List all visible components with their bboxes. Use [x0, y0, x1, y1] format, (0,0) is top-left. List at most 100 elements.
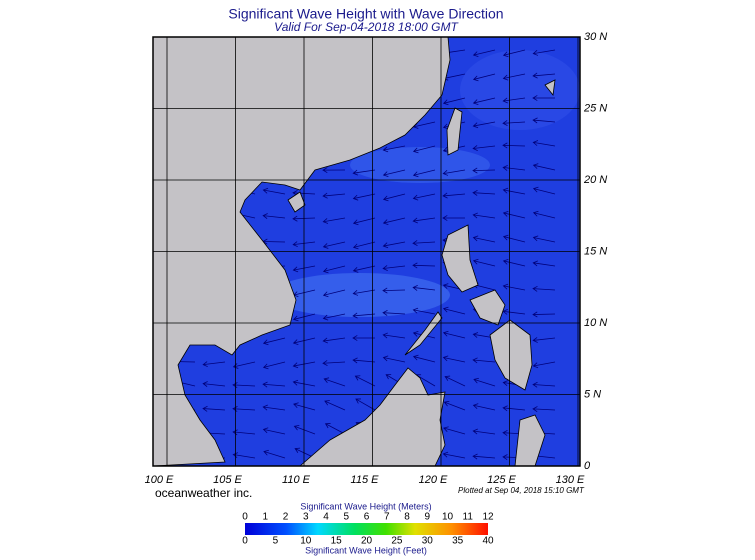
arrow [382, 332, 406, 339]
arrow [502, 97, 526, 104]
arrow [352, 193, 376, 201]
colorbar-tick-label: 0 [242, 512, 248, 523]
arrow [502, 405, 526, 412]
arrow [322, 265, 346, 274]
arrow [352, 357, 376, 364]
arrow [472, 428, 496, 435]
colorbar-tick-label: 5 [343, 512, 349, 523]
arrow [532, 117, 556, 124]
arrow [382, 241, 406, 249]
arrow [322, 192, 346, 199]
arrow [473, 377, 496, 387]
arrow [502, 142, 526, 149]
colorbar-tick-label: 8 [404, 512, 410, 523]
arrow [532, 311, 556, 318]
arrow [532, 381, 556, 388]
arrow [442, 169, 466, 176]
lon-tick-label: 100 E [145, 474, 174, 486]
colorbar-tick-label: 11 [463, 512, 474, 523]
colorbar-ticks: 0 1 2 3 4 5 6 7 8 9 10 11 120 5 10 15 20 25 30 35 40 [242, 512, 494, 547]
arrow [502, 283, 526, 291]
arrow [262, 381, 286, 388]
colorbar-tick-label: 6 [364, 512, 370, 523]
arrow [293, 424, 316, 435]
arrow [532, 285, 556, 292]
arrow [472, 403, 496, 411]
arrow [472, 212, 496, 219]
arrow [382, 265, 406, 271]
arrow [382, 217, 406, 225]
arrow [472, 145, 496, 151]
arrow [412, 240, 436, 246]
colorbar-tick-label: 25 [391, 536, 403, 547]
arrow [202, 405, 226, 412]
tick-labels: 100 E 105 E 110 E 115 E 120 E 125 E 130 E 0 5 N 1… [145, 31, 608, 486]
arrow [502, 165, 526, 171]
arrow [322, 313, 346, 321]
arrow [443, 426, 466, 435]
arrow [412, 262, 436, 269]
arrow [412, 169, 436, 178]
arrow [442, 192, 466, 199]
arrow [444, 375, 466, 387]
colorbar-tick-label: 35 [452, 536, 464, 547]
arrow [352, 289, 376, 296]
arrow [532, 163, 556, 171]
colorbar-tick-label: 40 [482, 536, 494, 547]
land [153, 37, 451, 466]
arrow [532, 361, 556, 369]
arrow [472, 453, 496, 460]
arrow [352, 265, 376, 273]
colorbar-tick-label: 20 [361, 536, 373, 547]
colorbar-title: Significant Wave Height (Feet) [305, 545, 427, 555]
arrow [472, 49, 496, 58]
arrow [322, 337, 346, 344]
colorbar-tick-label: 12 [482, 512, 494, 523]
colorbar-tick-label: 10 [300, 536, 312, 547]
arrow [532, 406, 556, 413]
arrow [502, 73, 526, 81]
arrow [232, 361, 256, 369]
arrow [322, 289, 346, 298]
arrow [262, 427, 286, 435]
arrow [532, 337, 556, 343]
lon-tick-label: 110 E [282, 474, 311, 486]
arrow [442, 451, 466, 459]
land [489, 319, 533, 391]
arrow [502, 187, 526, 195]
lat-tick-label: 0 [584, 460, 591, 472]
colorbar-tick-label: 10 [442, 512, 454, 523]
colorbar-tick-label: 0 [242, 536, 248, 547]
arrow [352, 312, 376, 319]
arrow [472, 235, 496, 243]
lon-tick-label: 130 E [556, 474, 585, 486]
credit: oceanweather inc. [155, 486, 252, 500]
title: Significant Wave Height with Wave Direct… [228, 6, 503, 22]
arrow [354, 375, 376, 387]
arrow [502, 211, 526, 219]
arrow [412, 307, 436, 315]
arrow [532, 210, 556, 219]
lat-tick-label: 30 N [584, 31, 607, 43]
lat-tick-label: 20 N [583, 174, 607, 186]
arrow [443, 400, 466, 411]
arrow [532, 235, 556, 243]
wave-swath [460, 50, 580, 130]
arrow [442, 215, 466, 221]
arrow [412, 145, 436, 154]
colorbar-tick-label: 15 [331, 536, 343, 547]
arrow [532, 186, 556, 195]
arrow [412, 193, 436, 201]
arrow [382, 145, 406, 153]
arrow [532, 140, 556, 147]
arrow [412, 354, 436, 363]
arrow [322, 241, 346, 249]
colorbar-tick-label: 4 [323, 512, 329, 523]
arrow [502, 258, 526, 267]
colorbar-tick-label: 1 [262, 512, 268, 523]
lon-tick-label: 115 E [351, 474, 380, 486]
arrow [262, 337, 286, 346]
arrow [382, 169, 406, 178]
arrow [442, 97, 466, 106]
lat-tick-label: 5 N [584, 388, 601, 400]
